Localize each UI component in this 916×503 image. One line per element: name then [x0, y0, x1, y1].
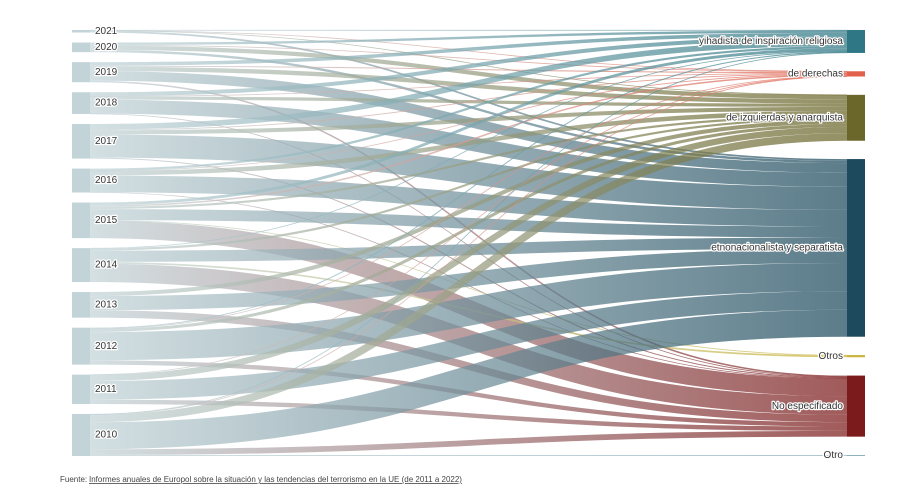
category-label: de derechas: [788, 69, 843, 80]
link: [89, 76, 848, 415]
node: [847, 94, 865, 141]
node: [72, 413, 90, 456]
link: [89, 44, 848, 73]
node: [72, 123, 90, 159]
year-label: 2011: [95, 384, 117, 395]
link: [89, 65, 848, 74]
node: [72, 374, 90, 404]
link: [89, 134, 848, 210]
year-label: 2014: [95, 260, 118, 271]
link: [89, 119, 848, 297]
link: [89, 110, 848, 176]
year-label: 2018: [95, 98, 118, 109]
link: [89, 291, 848, 400]
link: [89, 209, 848, 238]
category-label: etnonacionalista y separatista: [711, 243, 843, 254]
link: [89, 48, 848, 206]
category-label: No especificado: [772, 401, 844, 412]
link: [89, 46, 848, 171]
link: [89, 262, 848, 361]
year-label: 2021: [95, 26, 118, 37]
node: [847, 30, 865, 53]
link: [89, 430, 848, 455]
node: [72, 62, 90, 83]
year-label: 2017: [95, 136, 118, 147]
link: [89, 219, 848, 356]
year-label: 2020: [95, 42, 118, 53]
source-link[interactable]: Informes anuales de Europol sobre la sit…: [89, 475, 462, 484]
link: [89, 36, 848, 97]
category-label: Otro: [824, 450, 844, 461]
link: [89, 51, 848, 329]
source-prefix: Fuente:: [60, 475, 87, 484]
link: [89, 115, 848, 210]
link: [89, 30, 848, 45]
node: [847, 159, 865, 337]
node: [72, 202, 90, 239]
link: [89, 74, 848, 207]
node: [72, 248, 90, 283]
category-label: Otros: [819, 351, 843, 362]
year-label: 2019: [95, 67, 118, 78]
category-label: de izquierdas y anarquista: [726, 112, 843, 123]
node: [72, 168, 90, 193]
link: [89, 45, 848, 100]
year-label: 2015: [95, 215, 118, 226]
node: [72, 42, 90, 53]
nodes: 2021 2020 2019 2018 2017 2016 2015 2014 2013 2012…: [72, 25, 865, 462]
year-label: 2012: [95, 341, 118, 352]
node: [847, 454, 865, 456]
node: [72, 92, 90, 114]
year-label: 2013: [95, 300, 118, 311]
link: [89, 237, 848, 262]
link: [89, 117, 848, 251]
link: [89, 52, 848, 415]
link: [89, 30, 848, 96]
node: [847, 71, 865, 77]
link: [89, 126, 848, 382]
link: [89, 40, 848, 130]
link: [89, 133, 848, 423]
node: [847, 355, 865, 358]
link: [89, 75, 848, 330]
link: [89, 75, 848, 376]
link: [89, 50, 848, 249]
node: [847, 375, 865, 437]
link: [89, 175, 848, 227]
node: [72, 30, 90, 33]
year-label: 2016: [95, 175, 118, 186]
link: [89, 73, 848, 131]
link: [89, 123, 848, 333]
links: [89, 29, 848, 457]
link: [89, 73, 848, 172]
node: [72, 292, 90, 318]
link: [89, 106, 848, 135]
link: [89, 309, 848, 450]
category-label: yihadista de inspiración religiosa: [699, 36, 843, 47]
link: [89, 32, 848, 66]
node: [72, 327, 90, 365]
year-label: 2010: [95, 430, 118, 441]
